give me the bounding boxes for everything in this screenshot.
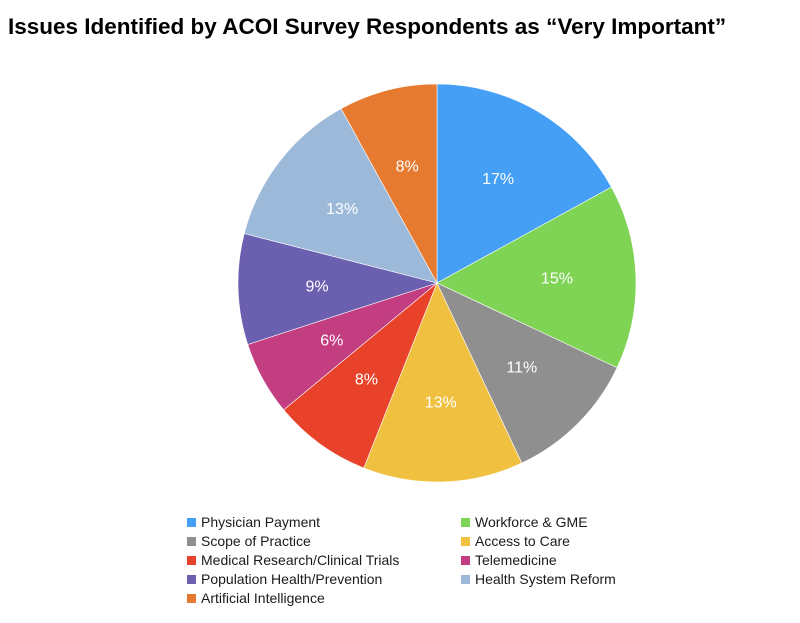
legend-label: Artificial Intelligence [201,590,325,606]
slice-data-label: 6% [320,332,343,349]
pie-slice-population-health-prevention [237,233,439,345]
legend-item: Population Health/Prevention [187,570,461,588]
pie-slice-workforce-gme [436,186,637,369]
legend-label: Health System Reform [475,571,616,587]
legend-label: Medical Research/Clinical Trials [201,552,400,568]
pie-slice-health-system-reform [243,108,438,284]
pie-slice-physician-payment [436,83,612,284]
legend-item: Workforce & GME [461,513,647,531]
chart-title: Issues Identified by ACOI Survey Respond… [8,14,727,39]
legend-swatch [461,555,470,565]
legend-swatch [187,555,196,565]
pie-slice-medical-research-clinical-trials [283,282,438,469]
legend-item: Health System Reform [461,570,647,588]
legend-item: Access to Care [461,532,647,550]
legend-label: Scope of Practice [201,533,311,549]
legend-swatch [187,593,196,603]
slice-data-label: 13% [425,394,457,411]
legend-swatch [187,574,196,584]
slice-data-label: 13% [326,201,358,218]
legend-label: Workforce & GME [475,514,588,530]
legend-item: Telemedicine [461,551,647,569]
legend-item: Medical Research/Clinical Trials [187,551,461,569]
legend-item: Artificial Intelligence [187,589,461,607]
slice-data-label: 9% [305,278,328,295]
legend-item: Physician Payment [187,513,461,531]
legend-label: Population Health/Prevention [201,571,383,587]
pie-slice-scope-of-practice [436,282,618,464]
legend-swatch [187,517,196,527]
slice-data-label: 8% [355,372,378,389]
pie-slice-access-to-care [363,282,523,483]
chart-legend: Physician Payment Workforce & GME Scope of… [187,513,647,607]
legend-swatch [461,536,470,546]
pie-slice-artificial-intelligence [340,83,438,284]
legend-swatch [461,517,470,527]
legend-swatch [187,536,196,546]
slice-data-label: 11% [506,359,537,376]
slice-data-label: 8% [396,158,419,175]
legend-label: Access to Care [475,533,570,549]
legend-label: Telemedicine [475,552,557,568]
legend-label: Physician Payment [201,514,321,530]
legend-swatch [461,574,470,584]
legend-item: Scope of Practice [187,532,461,550]
slice-data-label: 15% [541,271,573,288]
slice-data-label: 17% [482,171,514,188]
